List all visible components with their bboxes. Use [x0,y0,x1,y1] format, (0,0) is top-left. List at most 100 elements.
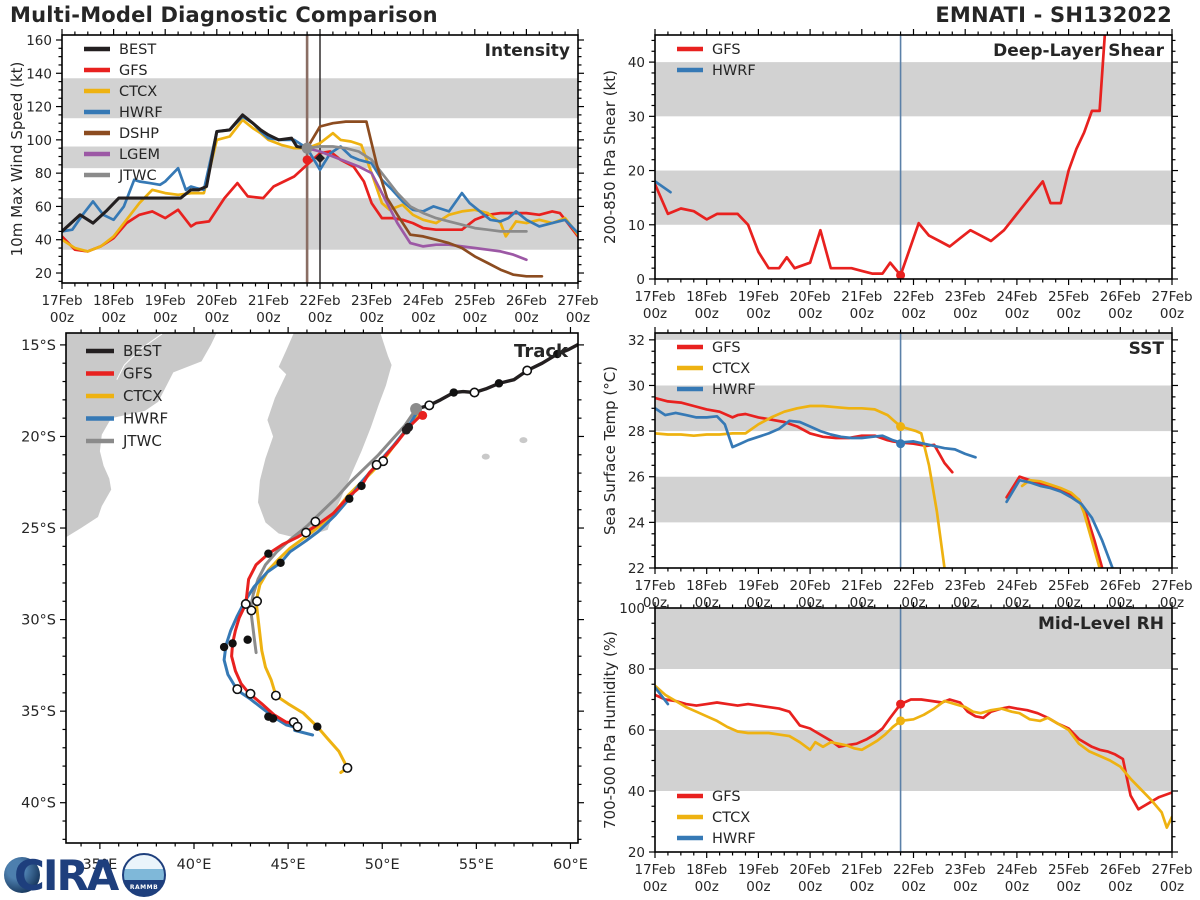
x-axis-day-label: 21Feb [248,293,289,309]
position-marker-open [522,365,533,376]
y-axis-tick-label: 80 [628,662,645,678]
y-axis-title: 10m Max Wind Speed (kt) [8,62,26,257]
rammb-badge-text: RAMMB [129,884,159,891]
y-axis-tick-label: 22 [628,561,645,577]
x-axis-day-label: 17Feb [634,862,675,878]
legend-label-hwrf: HWRF [123,410,168,428]
legend-label-hwrf: HWRF [712,63,756,79]
legend-label-ctcx: CTCX [712,810,750,826]
x-axis-day-label: 20Feb [196,293,237,309]
series-line-sst-gfs [655,396,954,474]
x-axis-day-label: 24Feb [403,293,444,309]
legend-label-ctcx: CTCX [119,84,157,100]
x-axis-day-label: 27Feb [557,293,598,309]
position-marker-open [245,688,256,699]
map-group [66,333,578,774]
x-axis-day-label: 24Feb [996,578,1037,594]
x-axis-day-label: 23Feb [945,289,986,305]
x-axis-day-label: 23Feb [945,578,986,594]
y-axis-tick-label: 20 [35,266,52,282]
x-axis-day-label: 17Feb [41,293,82,309]
y-axis-tick-label: 100 [619,601,645,617]
x-axis-hour-label: 00z [153,310,177,326]
x-axis-hour-label: 00z [798,879,822,895]
x-axis-day-label: 24Feb [996,289,1037,305]
x-axis-hour-label: 00z [901,306,925,322]
y-axis-title: 200-850 hPa Shear (kt) [601,70,619,244]
shear-panel: 17Feb00z18Feb00z19Feb00z20Feb00z21Feb00z… [601,29,1193,322]
position-marker-filled [268,714,278,723]
position-marker-filled [264,549,273,558]
x-axis-day-label: 25Feb [1048,289,1089,305]
legend-label-gfs: GFS [712,340,741,356]
y-axis-tick-label: 60 [628,723,645,739]
x-axis-day-label: 22Feb [299,293,340,309]
current-position-marker [418,410,428,420]
panel-title-intensity: Intensity [485,41,570,61]
rh-panel: 17Feb00z18Feb00z19Feb00z20Feb00z21Feb00z… [601,601,1193,895]
legend-label-hwrf: HWRF [712,382,756,398]
x-axis-day-label: 19Feb [738,289,779,305]
track-panel: 35°E 40°E 45°E 50°E 55°E 60°E 15°S 20°S 25°S 30°S… [21,327,588,873]
y-axis-tick-label: 20 [628,164,645,180]
marker-dot [896,716,906,726]
page-title: Multi-Model Diagnostic Comparison [10,3,438,27]
category-band [655,385,1172,432]
series-line-rh-ctcx [655,684,1172,829]
storm-title: EMNATI - SH132022 [935,3,1172,27]
category-band [655,62,1172,117]
x-axis-hour-label: 00z [256,310,280,326]
legend-label-best: BEST [119,42,156,58]
map-lon-label: 40°E [177,857,212,873]
x-axis-hour-label: 00z [746,306,770,322]
map-lat-label: 25°S [21,521,56,537]
x-axis-day-label: 22Feb [893,578,934,594]
position-marker-open [270,690,281,701]
land-africa-coast [66,333,217,538]
track-line-gfs [230,413,424,729]
y-axis-tick-label: 140 [26,66,52,82]
x-axis-day-label: 22Feb [893,289,934,305]
x-axis-hour-label: 00z [411,310,435,326]
legend-label-gfs: GFS [119,63,148,79]
y-axis-title: Sea Surface Temp (°C) [601,366,619,535]
cira-logo: CIRA RAMMB [4,851,194,900]
x-axis-day-label: 17Feb [634,289,675,305]
panel-title-sst: SST [1129,339,1165,359]
category-band [655,170,1172,225]
intensity-panel: 17Feb00z18Feb00z19Feb00z20Feb00z21Feb00z… [8,29,599,326]
x-axis-hour-label: 00z [101,310,125,326]
y-axis-tick-label: 60 [35,199,52,215]
position-marker-filled [494,379,504,388]
position-marker-filled [276,558,285,568]
y-axis-tick-label: 40 [628,784,645,800]
y-axis-tick-label: 160 [26,33,52,49]
x-axis-day-label: 21Feb [841,578,882,594]
x-axis-day-label: 18Feb [686,862,727,878]
x-axis-hour-label: 00z [1160,879,1184,895]
x-axis-hour-label: 00z [798,306,822,322]
x-axis-day-label: 27Feb [1151,578,1192,594]
x-axis-hour-label: 00z [953,879,977,895]
map-lon-label: 60°E [553,857,588,873]
marker-diamond [315,153,325,164]
legend-label-gfs: GFS [123,365,153,383]
position-marker-open [424,400,435,411]
position-marker-filled [228,639,237,648]
island [481,453,490,460]
x-axis-hour-label: 00z [1160,306,1184,322]
y-axis-tick-label: 30 [628,109,645,125]
rammb-badge: RAMMB [122,853,166,897]
y-axis-tick-label: 40 [35,233,52,249]
y-axis-tick-label: 40 [628,55,645,71]
series-line-sst-ctcx [655,404,946,568]
position-marker-open [252,596,263,607]
x-axis-hour-label: 00z [850,306,874,322]
x-axis-day-label: 19Feb [145,293,186,309]
panel-frame [65,332,579,844]
legend-label-gfs: GFS [712,789,741,805]
x-axis-day-label: 19Feb [738,862,779,878]
category-band [655,476,1172,523]
